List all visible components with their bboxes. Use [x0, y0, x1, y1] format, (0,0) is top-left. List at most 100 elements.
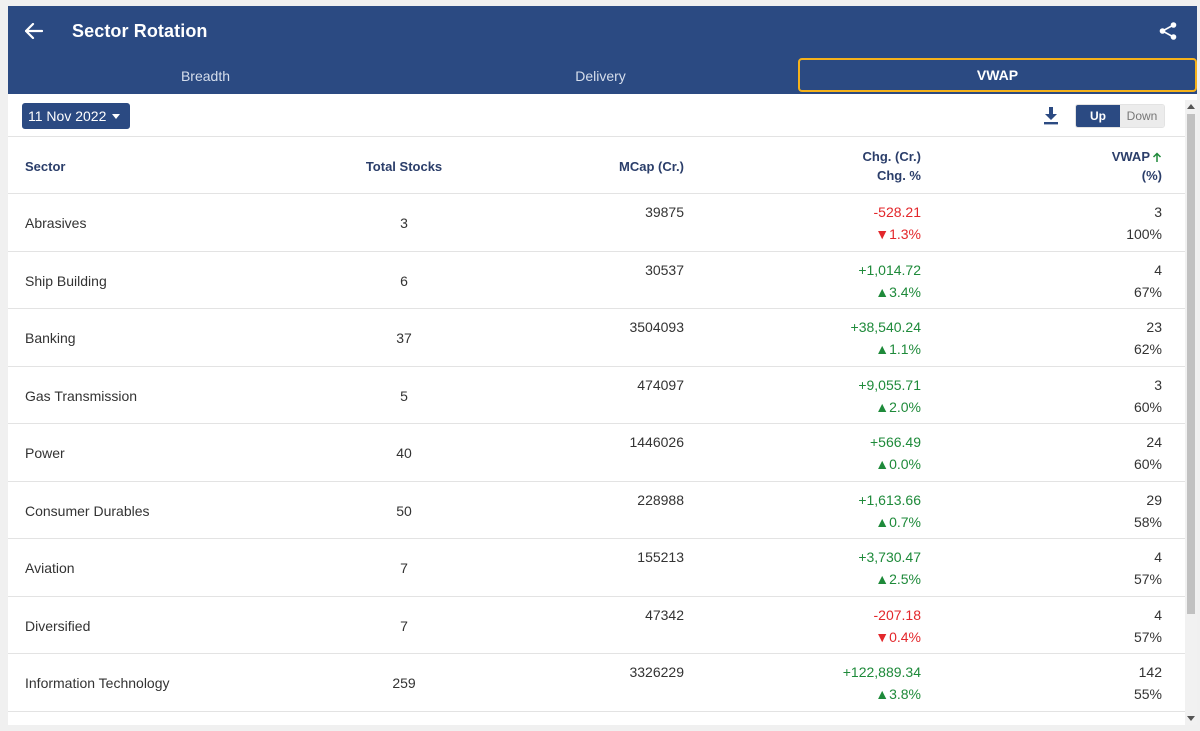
tab-bar: Breadth Delivery VWAP — [8, 58, 1197, 94]
vwap-percent-cell: 58% — [1133, 513, 1162, 530]
column-header-mcap[interactable]: MCap (Cr.) — [619, 159, 684, 174]
vwap-percent-cell: 57% — [1133, 571, 1162, 587]
vwap-percent-cell: 60% — [1133, 398, 1162, 415]
vwap-count-cell: 23 — [1146, 319, 1162, 335]
change-value-cell: +3,730.47 — [858, 549, 921, 565]
change-percent-cell: ▲2.5% — [875, 571, 921, 587]
sector-table: Sector Total Stocks MCap (Cr.) Chg. (Cr.… — [8, 137, 1197, 712]
change-percent-cell: ▲1.1% — [875, 341, 921, 357]
mcap-cell: 1446026 — [629, 434, 684, 450]
sector-cell: Aviation — [25, 560, 75, 576]
mcap-cell: 30537 — [645, 261, 684, 278]
sector-cell: Consumer Durables — [25, 502, 150, 519]
column-header-chg[interactable]: Chg. (Cr.) — [862, 149, 922, 164]
sector-cell: Banking — [25, 330, 76, 346]
toggle-down-button[interactable]: Down — [1120, 105, 1164, 127]
change-percent-cell: ▲3.8% — [875, 686, 921, 702]
change-percent-cell: ▼0.4% — [875, 628, 921, 645]
table-row[interactable]: Gas Transmission 5 474097 +9,055.71 ▲2.0% 3 60… — [8, 367, 1197, 424]
change-percent-cell: ▲0.0% — [875, 456, 921, 472]
change-value-cell: -207.18 — [873, 606, 921, 623]
mcap-cell: 39875 — [645, 204, 684, 220]
vwap-header-label: VWAP — [1111, 149, 1150, 164]
scrollbar[interactable] — [1185, 100, 1197, 725]
vwap-count-cell: 3 — [1154, 204, 1162, 220]
share-icon[interactable] — [1157, 20, 1179, 42]
change-value-cell: -528.21 — [873, 204, 921, 220]
column-header-chg-pct[interactable]: Chg. % — [876, 168, 921, 183]
vwap-percent-cell: 55% — [1133, 686, 1162, 702]
mcap-cell: 3326229 — [629, 664, 684, 680]
sector-cell: Ship Building — [25, 272, 107, 289]
change-percent-cell: ▲0.7% — [875, 513, 921, 530]
mcap-cell: 228988 — [637, 491, 684, 508]
scroll-up-icon[interactable] — [1187, 104, 1195, 109]
back-arrow-icon[interactable] — [22, 19, 46, 43]
up-down-toggle: Up Down — [1075, 104, 1165, 128]
table-header: Sector Total Stocks MCap (Cr.) Chg. (Cr.… — [8, 137, 1197, 194]
total-stocks-cell: 50 — [396, 502, 412, 519]
total-stocks-cell: 37 — [396, 330, 412, 346]
table-row[interactable]: Diversified 7 47342 -207.18 ▼0.4% 4 57% — [8, 597, 1197, 654]
tab-breadth[interactable]: Breadth — [180, 68, 231, 84]
column-header-vwap-pct: (%) — [1141, 168, 1162, 183]
vwap-count-cell: 142 — [1138, 664, 1162, 680]
total-stocks-cell: 259 — [392, 675, 416, 691]
total-stocks-cell: 7 — [400, 617, 408, 634]
page-title: Sector Rotation — [72, 21, 208, 41]
sector-cell: Diversified — [25, 617, 91, 634]
change-value-cell: +566.49 — [870, 434, 921, 450]
change-value-cell: +38,540.24 — [850, 319, 921, 335]
vwap-percent-cell: 57% — [1133, 628, 1162, 645]
sector-cell: Abrasives — [25, 215, 87, 231]
date-dropdown[interactable]: 11 Nov 2022 — [22, 103, 131, 129]
sector-cell: Gas Transmission — [25, 387, 138, 404]
header-bar: Sector Rotation Breadth Delivery VWAP — [8, 6, 1197, 94]
sector-cell: Power — [25, 445, 65, 461]
change-value-cell: +122,889.34 — [842, 664, 921, 680]
vwap-count-cell: 4 — [1154, 261, 1162, 278]
scroll-down-icon[interactable] — [1187, 716, 1195, 721]
tab-delivery[interactable]: Delivery — [575, 68, 626, 84]
vwap-count-cell: 4 — [1154, 606, 1162, 623]
table-row[interactable]: Abrasives 3 39875 -528.21 ▼1.3% 3 100% — [8, 194, 1197, 252]
mcap-cell: 155213 — [637, 549, 684, 565]
change-percent-cell: ▼1.3% — [875, 226, 921, 242]
vwap-percent-cell: 100% — [1126, 226, 1162, 242]
sort-ascending-icon — [1152, 151, 1162, 162]
vwap-percent-cell: 60% — [1133, 456, 1162, 472]
vwap-count-cell: 4 — [1154, 549, 1162, 565]
chevron-down-icon — [112, 113, 121, 119]
vwap-count-cell: 3 — [1154, 376, 1162, 393]
total-stocks-cell: 6 — [400, 272, 408, 289]
table-row[interactable]: Banking 37 3504093 +38,540.24 ▲1.1% 23 62% — [8, 309, 1197, 367]
app-window: Sector Rotation Breadth Delivery VWAP 11… — [8, 6, 1197, 725]
table-row[interactable]: Aviation 7 155213 +3,730.47 ▲2.5% 4 57% — [8, 539, 1197, 597]
tab-vwap[interactable]: VWAP — [798, 58, 1197, 92]
table-row[interactable]: Consumer Durables 50 228988 +1,613.66 ▲0.7% 2… — [8, 482, 1197, 539]
sector-cell: Information Technology — [25, 675, 170, 691]
date-label: 11 Nov 2022 — [28, 108, 107, 124]
vwap-count-cell: 24 — [1146, 434, 1162, 450]
toggle-up-button[interactable]: Up — [1076, 105, 1120, 127]
toolbar: 11 Nov 2022 Up Down — [8, 94, 1197, 137]
total-stocks-cell: 3 — [400, 215, 408, 231]
total-stocks-cell: 7 — [400, 560, 408, 576]
mcap-cell: 3504093 — [629, 319, 684, 335]
column-header-total-stocks[interactable]: Total Stocks — [365, 159, 443, 174]
table-row[interactable]: Power 40 1446026 +566.49 ▲0.0% 24 60% — [8, 424, 1197, 482]
vwap-percent-cell: 62% — [1133, 341, 1162, 357]
total-stocks-cell: 40 — [396, 445, 412, 461]
change-percent-cell: ▲3.4% — [875, 283, 921, 300]
column-header-sector[interactable]: Sector — [25, 159, 66, 174]
change-value-cell: +1,014.72 — [858, 261, 921, 278]
scroll-thumb[interactable] — [1187, 114, 1195, 614]
table-row[interactable]: Ship Building 6 30537 +1,014.72 ▲3.4% 4 67% — [8, 252, 1197, 309]
table-body: Abrasives 3 39875 -528.21 ▼1.3% 3 100% Ship Bui… — [8, 194, 1197, 712]
vwap-percent-cell: 67% — [1133, 283, 1162, 300]
table-row[interactable]: Information Technology 259 3326229 +122,889… — [8, 654, 1197, 712]
column-header-vwap[interactable]: VWAP — [1112, 148, 1162, 166]
download-icon[interactable] — [1043, 106, 1061, 126]
change-value-cell: +1,613.66 — [858, 491, 921, 508]
vwap-count-cell: 29 — [1146, 491, 1162, 508]
